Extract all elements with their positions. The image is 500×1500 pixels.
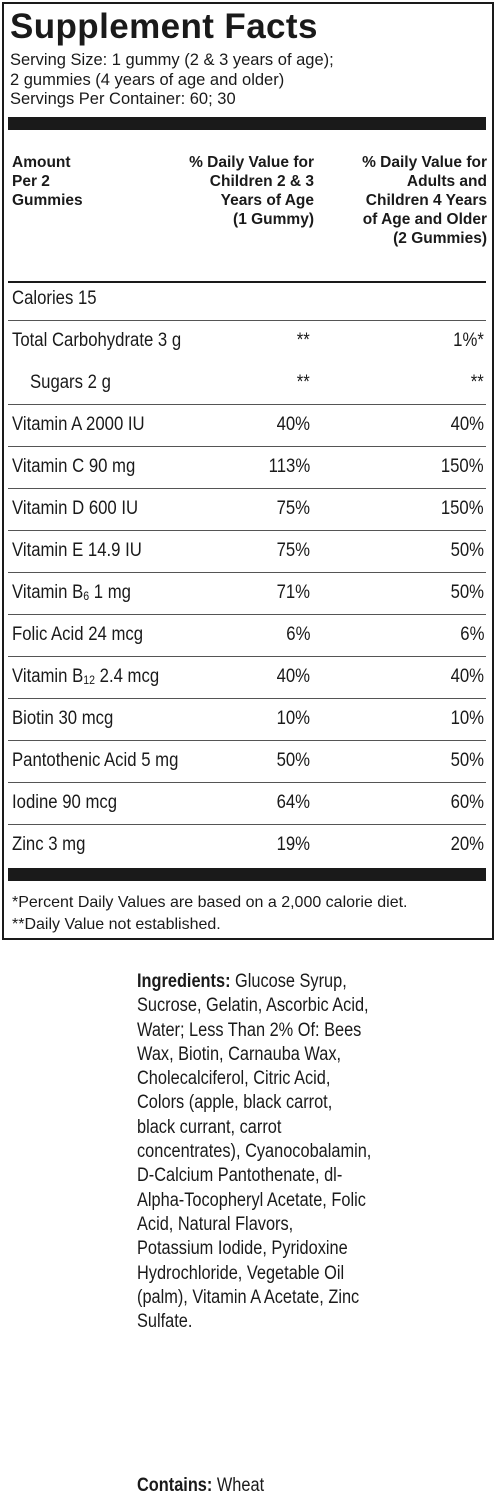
nutrient-name: Calories 15	[12, 288, 97, 309]
dv-children: 19%	[276, 834, 310, 855]
dv-adults: 50%	[450, 750, 484, 771]
dv-adults: 40%	[450, 666, 484, 687]
dv-adults: 20%	[450, 834, 484, 855]
dv-adults: 150%	[441, 456, 484, 477]
nutrient-row-vitamin-c: Vitamin C 90 mg 113% 150%	[8, 447, 486, 489]
nutrient-row-vitamin-e: Vitamin E 14.9 IU 75% 50%	[8, 531, 486, 573]
nutrient-name-subscript: 6	[83, 589, 90, 603]
nutrient-name: Sugars 2 g	[30, 372, 111, 393]
nutrient-row-zinc: Zinc 3 mg 19% 20%	[8, 825, 486, 867]
nutrient-name: Vitamin B12 2.4 mcg	[12, 657, 159, 700]
header-children-dv: % Daily Value for Children 2 & 3 Years o…	[150, 153, 314, 229]
nutrient-name: Folic Acid 24 mcg	[12, 624, 144, 645]
nutrient-row-calories: Calories 15	[8, 279, 486, 321]
nutrient-name-subscript: 12	[83, 673, 96, 687]
dv-children: 64%	[276, 792, 310, 813]
nutrient-name-prefix: Vitamin B	[12, 666, 84, 687]
ingredients-text: Glucose Syrup, Sucrose, Gelatin, Ascorbi…	[137, 971, 372, 1333]
dv-children: **	[296, 372, 310, 393]
nutrient-name: Vitamin B6 1 mg	[12, 573, 131, 616]
nutrient-row-folic-acid: Folic Acid 24 mcg 6% 6%	[8, 615, 486, 657]
footnote-dv-not-established: **Daily Value not established.	[12, 916, 221, 933]
nutrient-name: Zinc 3 mg	[12, 834, 86, 855]
header-amount-line: Amount	[12, 154, 71, 171]
thick-divider-top	[8, 117, 486, 130]
contains-text: Wheat	[212, 1475, 265, 1496]
nutrient-name-suffix: 2.4 mcg	[95, 666, 160, 687]
nutrient-name: Iodine 90 mcg	[12, 792, 118, 813]
nutrient-name: Vitamin A 2000 IU	[12, 414, 145, 435]
header-adults-line: % Daily Value for	[362, 154, 487, 171]
panel-title: Supplement Facts	[10, 7, 318, 46]
nutrient-row-vitamin-a: Vitamin A 2000 IU 40% 40%	[8, 405, 486, 447]
dv-children: 113%	[268, 456, 310, 477]
header-adults-line: (2 Gummies)	[393, 230, 487, 247]
header-amount-line: Per 2	[12, 173, 50, 190]
contains-label: Contains:	[137, 1475, 213, 1496]
dv-adults: 6%	[459, 624, 484, 645]
header-adults-dv: % Daily Value for Adults and Children 4 …	[320, 153, 487, 248]
header-adults-line: Children 4 Years	[365, 192, 487, 209]
header-children-line: Years of Age	[220, 192, 314, 209]
header-amount-line: Gummies	[12, 192, 83, 209]
dv-children: 75%	[276, 540, 310, 561]
dv-children: 6%	[285, 624, 310, 645]
footnote-percent-dv: *Percent Daily Values are based on a 2,0…	[12, 894, 408, 911]
dv-children: 71%	[276, 582, 310, 603]
dv-children: 40%	[276, 414, 310, 435]
dv-adults: 50%	[450, 582, 484, 603]
header-children-line: % Daily Value for	[189, 154, 314, 171]
nutrient-name: Pantothenic Acid 5 mg	[12, 750, 179, 771]
nutrient-name: Vitamin D 600 IU	[12, 498, 139, 519]
dv-adults: 50%	[450, 540, 484, 561]
nutrient-name: Biotin 30 mcg	[12, 708, 114, 729]
dv-children: 10%	[276, 708, 310, 729]
nutrient-row-biotin: Biotin 30 mcg 10% 10%	[8, 699, 486, 741]
serving-size-line-1: Serving Size: 1 gummy (2 & 3 years of ag…	[10, 51, 334, 69]
servings-per-container: Servings Per Container: 60; 30	[10, 90, 236, 108]
supplement-facts-panel	[2, 2, 494, 940]
dv-adults: **	[470, 372, 484, 393]
nutrient-row-iodine: Iodine 90 mcg 64% 60%	[8, 783, 486, 825]
serving-info: Serving Size: 1 gummy (2 & 3 years of ag…	[10, 51, 480, 110]
dv-adults: 60%	[450, 792, 484, 813]
dv-children: **	[296, 330, 310, 351]
ingredients-label: Ingredients:	[137, 971, 231, 992]
dv-adults: 150%	[441, 498, 484, 519]
header-children-line: Children 2 & 3	[209, 173, 314, 190]
nutrient-name-prefix: Vitamin B	[12, 582, 84, 603]
nutrient-name: Vitamin E 14.9 IU	[12, 540, 142, 561]
nutrient-row-vitamin-d: Vitamin D 600 IU 75% 150%	[8, 489, 486, 531]
dv-children: 75%	[276, 498, 310, 519]
dv-adults: 1%*	[453, 330, 484, 351]
footnotes: *Percent Daily Values are based on a 2,0…	[12, 892, 482, 936]
nutrient-row-vitamin-b6: Vitamin B6 1 mg 71% 50%	[8, 573, 486, 615]
header-divider	[8, 281, 486, 283]
dv-adults: 40%	[450, 414, 484, 435]
nutrient-name: Total Carbohydrate 3 g	[12, 330, 182, 351]
nutrient-row-vitamin-b12: Vitamin B12 2.4 mcg 40% 40%	[8, 657, 486, 699]
header-amount: Amount Per 2 Gummies	[12, 153, 112, 210]
dv-children: 40%	[276, 666, 310, 687]
nutrient-row-sugars: Sugars 2 g ** **	[8, 363, 486, 405]
header-adults-line: Adults and	[406, 173, 487, 190]
dv-children: 50%	[276, 750, 310, 771]
thick-divider-bottom	[8, 868, 486, 881]
header-adults-line: of Age and Older	[362, 211, 487, 228]
dv-adults: 10%	[450, 708, 484, 729]
header-children-line: (1 Gummy)	[233, 211, 314, 228]
nutrient-name: Vitamin C 90 mg	[12, 456, 136, 477]
serving-size-line-2: 2 gummies (4 years of age and older)	[10, 70, 285, 89]
ingredients-block: Ingredients: Glucose Syrup, Sucrose, Gel…	[137, 970, 377, 1334]
nutrient-row-total-carbohydrate: Total Carbohydrate 3 g ** 1%*	[8, 321, 486, 363]
nutrient-row-pantothenic-acid: Pantothenic Acid 5 mg 50% 50%	[8, 741, 486, 783]
contains-line: Contains: Wheat	[137, 1474, 264, 1498]
nutrient-name-suffix: 1 mg	[89, 582, 131, 603]
